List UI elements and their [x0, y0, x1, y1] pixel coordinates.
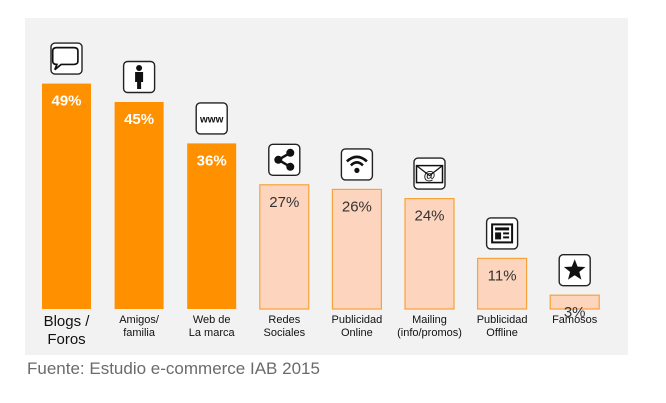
- category-label-5-1: (info/promos): [397, 327, 462, 339]
- www-icon: www: [195, 102, 228, 135]
- bar-group-0: 49% Blogs /Foros: [42, 42, 91, 348]
- mail-icon: @: [413, 157, 446, 190]
- star-icon: [558, 253, 591, 287]
- bar-0: [42, 83, 91, 309]
- value-label-2: 36%: [197, 152, 227, 169]
- bar-chart: 49% Blogs /Foros 45% Amigos/familia 36% www We…: [42, 42, 600, 348]
- source-note: Fuente: Estudio e-commerce IAB 2015: [27, 359, 320, 378]
- bar-2: [187, 143, 237, 309]
- category-label-3-1: Sociales: [264, 327, 306, 339]
- svg-text:@: @: [424, 169, 436, 183]
- category-label-2-0: Web de: [193, 314, 231, 326]
- wifi-icon: [340, 148, 374, 181]
- chart-panel: 49% Blogs / Foros 45% Amigos/familia 36% www We…: [25, 18, 628, 355]
- value-label-6: 11%: [488, 267, 517, 284]
- newspaper-icon: [485, 217, 519, 250]
- bar-group-5: 24% @ Mailing(info/promos): [397, 157, 462, 339]
- bar-4: [331, 188, 382, 310]
- category-label-3-0: Redes: [268, 314, 300, 326]
- bar-3: [259, 184, 310, 310]
- category-label-0-1: Foros: [47, 331, 85, 348]
- bar-group-7: 3%Famosos: [549, 253, 600, 326]
- share-icon: [268, 143, 301, 177]
- bar-5: [404, 198, 455, 310]
- value-label-1: 45%: [124, 111, 154, 128]
- person-icon: [122, 60, 156, 94]
- category-label-0-0: Blogs /: [44, 313, 91, 330]
- value-label-4: 26%: [342, 198, 372, 215]
- speech-bubble-icon: [50, 42, 83, 75]
- category-label-4-1: Online: [341, 327, 373, 339]
- bar-1: [114, 102, 164, 309]
- value-label-3: 27%: [269, 194, 299, 211]
- value-label-5: 24%: [414, 208, 444, 225]
- value-label-0: 49%: [51, 93, 81, 110]
- category-label-6-0: Publicidad: [477, 314, 528, 326]
- value-label-7: 3%: [564, 304, 586, 321]
- category-label-7-0: Famosos: [552, 314, 598, 326]
- svg-text:www: www: [199, 114, 224, 125]
- category-label-4-0: Publicidad: [332, 314, 383, 326]
- category-label-2-1: La marca: [189, 327, 236, 339]
- category-label-1-1: familia: [123, 327, 156, 339]
- category-label-5-0: Mailing: [412, 314, 447, 326]
- bar-group-1: 45% Amigos/familia: [114, 60, 164, 339]
- bar-7: [549, 294, 600, 310]
- bar-6: [477, 257, 528, 310]
- category-label-6-1: Offline: [486, 327, 518, 339]
- category-label-1-0: Amigos/: [119, 314, 160, 326]
